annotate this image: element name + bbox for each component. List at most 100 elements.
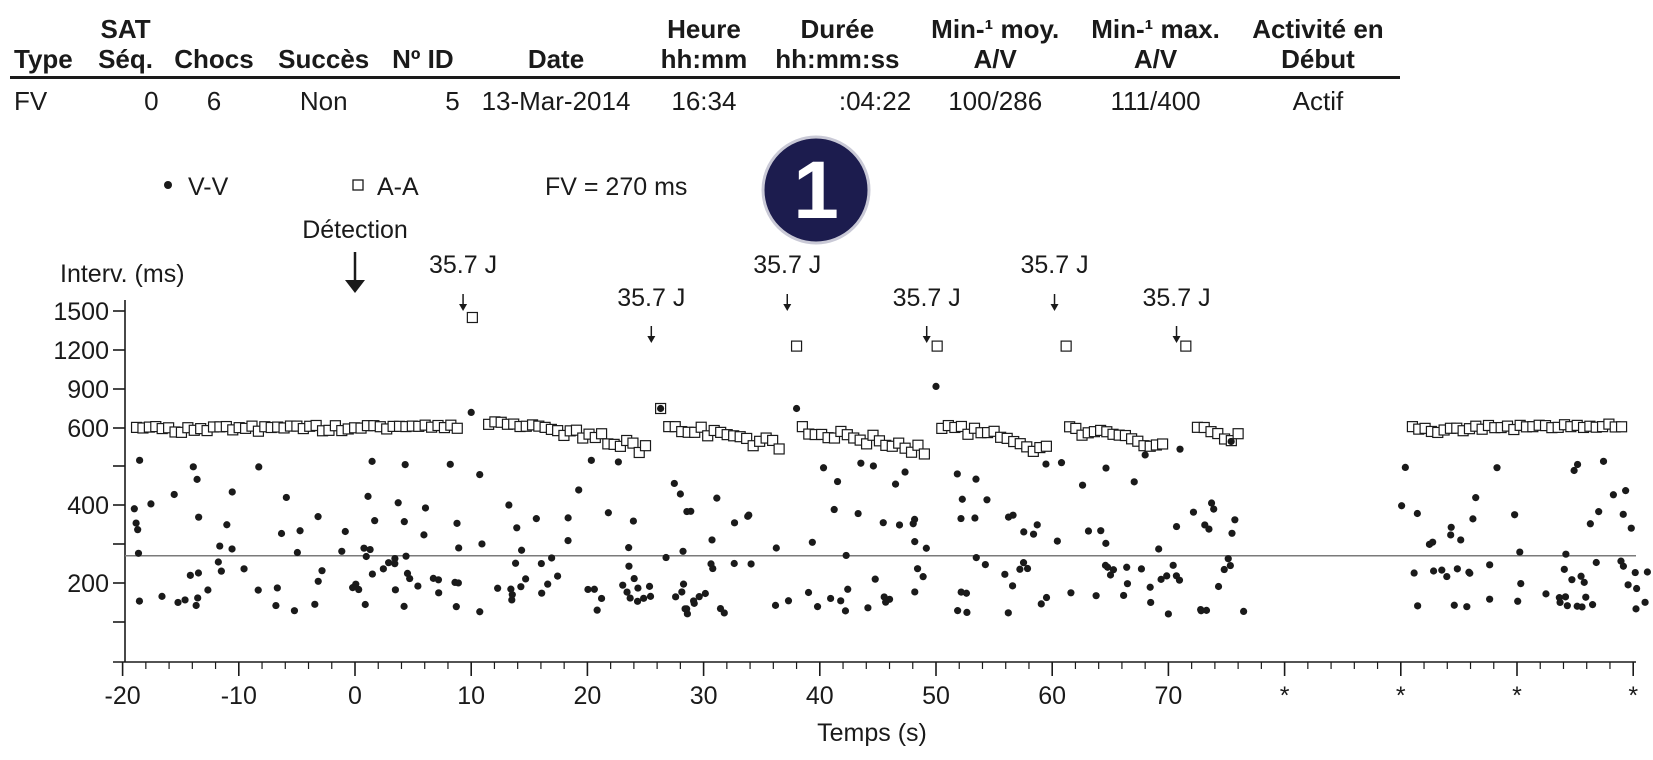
vv-point	[189, 463, 197, 471]
vv-point	[784, 597, 793, 605]
vv-point	[972, 554, 980, 562]
vv-point	[808, 538, 816, 546]
vv-point	[402, 552, 410, 560]
vv-point	[958, 495, 966, 503]
vv-point	[1563, 602, 1571, 610]
vv-point	[670, 479, 678, 488]
vv-point	[819, 464, 828, 472]
aa-point	[918, 448, 930, 460]
header-activite: Activité en Début	[1235, 14, 1400, 79]
vv-point	[391, 560, 399, 568]
y-tick-label: 200	[67, 570, 109, 598]
vv-point	[1429, 538, 1437, 546]
vv-point	[1078, 481, 1087, 489]
vv-point	[195, 513, 203, 521]
vv-point	[1570, 466, 1578, 475]
vv-point	[537, 559, 545, 568]
vv-point	[290, 607, 299, 615]
vv-point	[1175, 576, 1184, 584]
vv-point	[532, 515, 540, 523]
vv-point	[311, 600, 319, 608]
aa-point	[962, 428, 974, 440]
vv-point	[1202, 606, 1211, 614]
vv-point	[507, 585, 515, 593]
vv-point	[158, 592, 166, 600]
vv-point	[901, 468, 909, 476]
vv-point	[1619, 510, 1627, 518]
vv-point	[871, 575, 879, 583]
vv-point	[1169, 561, 1177, 569]
vv-point	[1001, 570, 1009, 578]
vv-point	[957, 514, 965, 523]
vv-point	[1580, 578, 1588, 586]
annotation-label: Détection	[302, 216, 408, 244]
vv-point	[1450, 601, 1458, 609]
vv-point	[841, 607, 850, 615]
vv-point	[1643, 568, 1651, 576]
vv-point	[695, 593, 703, 601]
vv-point	[1226, 561, 1234, 570]
vv-point	[349, 584, 357, 592]
aa-point	[905, 446, 918, 458]
vv-point	[511, 559, 520, 567]
vv-point	[662, 553, 670, 562]
shock-label: 35.7 J	[1142, 284, 1210, 312]
vv-point	[629, 517, 637, 525]
vv-point	[619, 581, 627, 589]
vv-point	[701, 589, 709, 598]
vv-point	[553, 572, 562, 580]
vv-point	[1020, 528, 1028, 536]
vv-point	[400, 602, 408, 610]
x-axis-label: Temps (s)	[817, 719, 927, 747]
vv-point	[282, 493, 290, 502]
vv-point	[1224, 555, 1232, 563]
vv-point	[640, 594, 648, 602]
vv-point	[135, 597, 144, 605]
vv-point	[864, 604, 872, 612]
vv-point	[296, 527, 304, 535]
vv-point	[277, 529, 286, 538]
x-tick-label: -10	[221, 682, 257, 710]
vv-point	[683, 507, 691, 516]
vv-point	[522, 575, 530, 583]
vv-point	[634, 584, 642, 592]
vv-point	[1123, 563, 1131, 571]
vv-point	[681, 605, 689, 613]
aa-point	[796, 421, 808, 433]
cell-heure: 16:34	[671, 86, 737, 116]
vv-point	[747, 560, 755, 568]
vv-point	[1240, 607, 1248, 616]
aa-point	[627, 437, 639, 449]
vv-point	[273, 584, 281, 592]
shock-arrow-head	[1172, 336, 1181, 343]
cell-chocs: 6	[206, 86, 222, 116]
vv-point	[1120, 591, 1128, 600]
vv-point	[1172, 522, 1181, 531]
vv-point	[690, 599, 698, 607]
aa-point-post-shock	[931, 340, 943, 352]
vv-point	[401, 461, 409, 469]
vv-point	[513, 524, 521, 532]
header-type: Type	[10, 14, 89, 79]
vv-point	[1514, 597, 1522, 605]
vv-point	[1632, 605, 1640, 613]
vv-point	[414, 582, 422, 590]
vv-point	[517, 546, 526, 554]
cell-date: 13-Mar-2014	[481, 86, 631, 116]
vv-point	[909, 520, 917, 528]
aa-point-post-shock	[466, 311, 478, 324]
vv-point	[254, 586, 262, 594]
vv-point	[1146, 583, 1154, 591]
vv-point	[857, 459, 865, 467]
vv-point	[963, 608, 971, 617]
vv-point	[584, 585, 592, 594]
vv-point	[1469, 515, 1477, 523]
vv-point	[678, 588, 686, 596]
vv-point	[371, 517, 379, 525]
vv-point	[895, 521, 904, 529]
vv-point	[508, 591, 516, 599]
vv-point	[587, 456, 595, 464]
vv-point	[827, 594, 835, 603]
shock-arrow-head	[922, 336, 931, 343]
vv-point	[854, 509, 862, 518]
